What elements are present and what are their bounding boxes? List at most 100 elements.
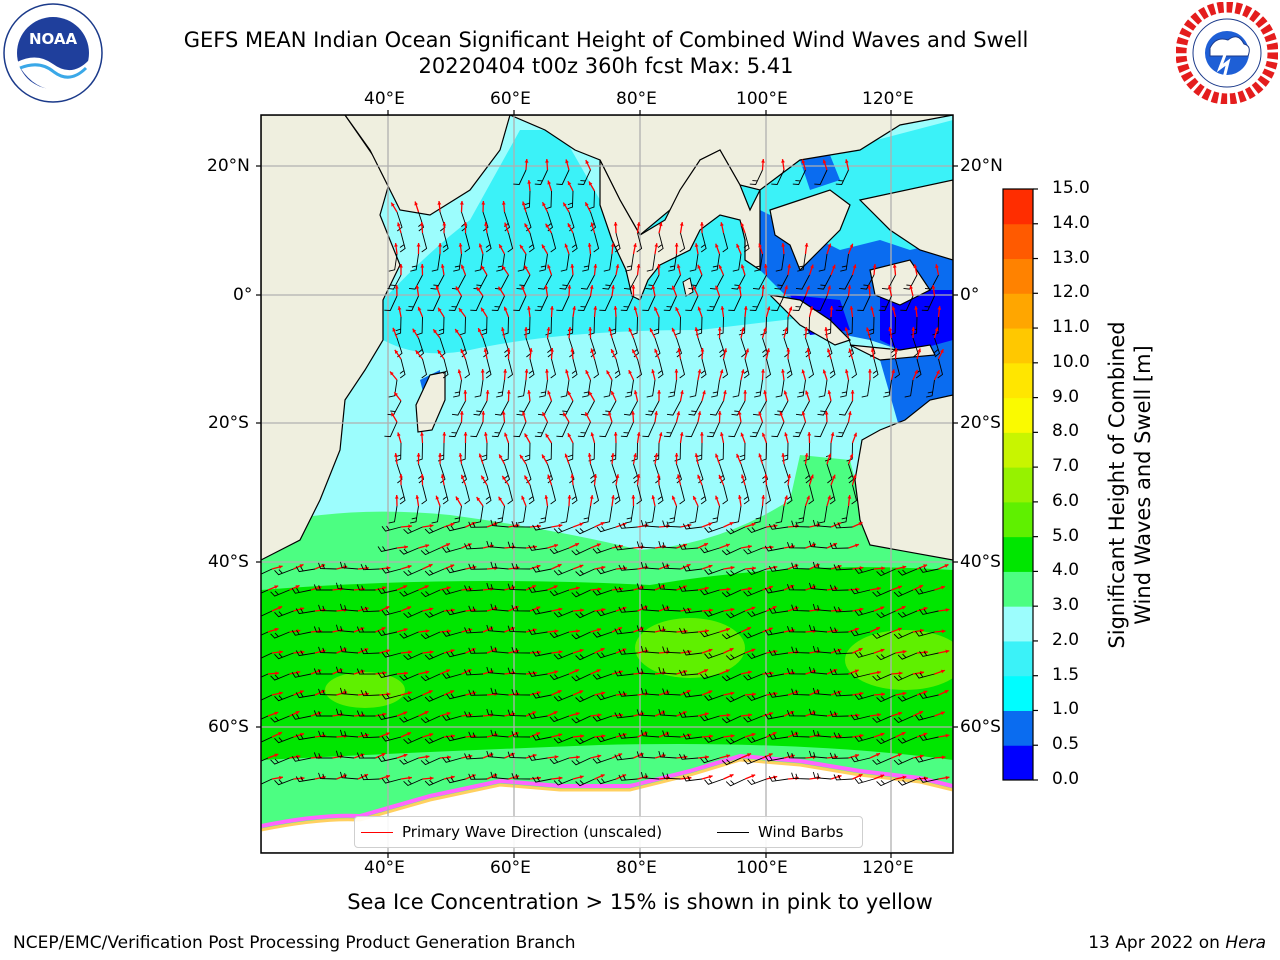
wave-direction-arrowhead	[686, 690, 691, 694]
wave-direction-arrowhead	[758, 453, 763, 458]
wind-barb	[919, 735, 939, 741]
wave-direction-arrowhead	[461, 264, 465, 269]
wave-direction-arrowhead	[385, 606, 390, 610]
wind-barb	[636, 709, 656, 717]
wave-direction-arrowhead	[810, 474, 814, 479]
wave-direction-arrowhead	[725, 669, 730, 673]
wave-direction-arrowhead	[867, 285, 872, 289]
wind-barb	[668, 253, 677, 272]
wind-barb	[549, 757, 570, 765]
wave-direction-arrowhead	[654, 453, 659, 457]
wind-barb	[857, 295, 871, 311]
wind-barb	[850, 714, 871, 721]
wave-direction-arrowhead	[822, 159, 827, 164]
wind-barb	[625, 253, 634, 272]
wave-direction-arrowhead	[941, 629, 946, 634]
wave-direction-arrowhead	[763, 264, 768, 268]
wave-direction-arrowhead	[633, 453, 637, 458]
wave-direction-arrowhead	[580, 608, 584, 613]
wave-direction-arrowhead	[481, 475, 485, 480]
wave-direction-arrowhead	[481, 265, 485, 270]
wave-direction-arrowhead	[633, 243, 637, 247]
wave-direction-arrowhead	[438, 243, 442, 247]
wave-direction-arrowhead	[811, 543, 816, 548]
wave-direction-arrowhead	[784, 495, 788, 500]
wave-direction-arrowhead	[781, 159, 785, 163]
wave-direction-arrowhead	[278, 732, 282, 736]
wind-barb	[274, 778, 294, 786]
wave-direction-arrowhead	[781, 369, 785, 373]
wind-barb	[792, 421, 806, 438]
wave-direction-arrowhead	[700, 222, 704, 226]
wave-direction-arrowhead	[429, 524, 434, 528]
wind-barb	[381, 693, 402, 700]
wave-direction-arrowhead	[845, 369, 849, 374]
wave-direction-arrowhead	[880, 774, 885, 778]
wind-barb	[646, 253, 656, 272]
wind-barb	[721, 715, 742, 724]
wave-direction-arrowhead	[858, 648, 863, 652]
wave-direction-arrowhead	[897, 585, 902, 590]
wind-barb	[261, 568, 273, 575]
wind-barb	[618, 606, 638, 613]
wave-direction-arrowhead	[772, 606, 777, 610]
land-indochina	[769, 189, 851, 272]
colorbar-tick-label: 10.0	[1052, 351, 1090, 372]
wind-barb	[747, 610, 767, 618]
wind-barb	[490, 519, 509, 528]
wave-direction-arrowhead	[748, 713, 752, 717]
wave-direction-arrowhead	[636, 222, 641, 226]
wind-barb	[792, 169, 806, 185]
wind-barb	[786, 752, 806, 759]
wind-barb	[640, 645, 660, 654]
wind-barb	[381, 735, 402, 742]
wave-direction-arrowhead	[446, 543, 450, 547]
wave-direction-arrowhead	[435, 495, 440, 500]
wind-barb	[706, 295, 720, 311]
wind-barb	[666, 400, 681, 416]
legend-label-wind-barbs: Wind Barbs	[758, 823, 844, 841]
wind-barb	[421, 232, 428, 253]
wind-barb	[743, 358, 750, 379]
wave-direction-arrowhead	[923, 690, 928, 695]
wind-barb	[261, 610, 273, 617]
wave-direction-arrowhead	[787, 264, 791, 268]
wave-direction-arrowhead	[600, 774, 605, 778]
wind-barb	[480, 316, 488, 336]
wind-barb	[553, 652, 574, 660]
wave-direction-arrowhead	[654, 306, 658, 311]
wind-barb	[532, 734, 552, 741]
wind-barb	[704, 568, 724, 575]
wind-barb	[575, 736, 595, 745]
wave-direction-arrowhead	[805, 390, 809, 395]
wave-direction-arrowhead	[408, 650, 412, 655]
wind-barb	[523, 442, 531, 462]
legend-item-wind-barbs: Wind Barbs	[717, 823, 843, 841]
wave-direction-arrowhead	[881, 566, 885, 571]
wind-barb	[919, 609, 939, 615]
tick-marks	[256, 110, 958, 858]
wind-barb	[575, 568, 595, 577]
wave-direction-arrowhead	[597, 587, 602, 592]
wave-direction-arrowhead	[615, 264, 620, 268]
wave-direction-arrowhead	[501, 411, 506, 415]
wave-direction-arrowhead	[751, 648, 756, 653]
wave-direction-arrowhead	[827, 390, 832, 395]
wave-direction-arrowhead	[585, 412, 589, 417]
wave-direction-arrowhead	[676, 264, 681, 269]
wave-direction-arrowhead	[783, 390, 788, 395]
wind-barb	[743, 484, 750, 505]
wind-barb	[657, 484, 664, 505]
wave-direction-arrowhead	[715, 495, 719, 500]
wind-barb	[507, 625, 527, 633]
wind-barb	[838, 400, 853, 416]
wave-direction-arrowhead	[408, 524, 412, 529]
wind-barb	[403, 778, 423, 787]
wind-barb	[747, 652, 767, 660]
wind-barb	[618, 732, 638, 739]
wave-direction-arrowhead	[940, 711, 945, 716]
wind-barb	[388, 253, 398, 272]
wind-barb	[725, 736, 746, 745]
wind-barb	[377, 588, 398, 595]
wind-barb	[614, 712, 634, 719]
